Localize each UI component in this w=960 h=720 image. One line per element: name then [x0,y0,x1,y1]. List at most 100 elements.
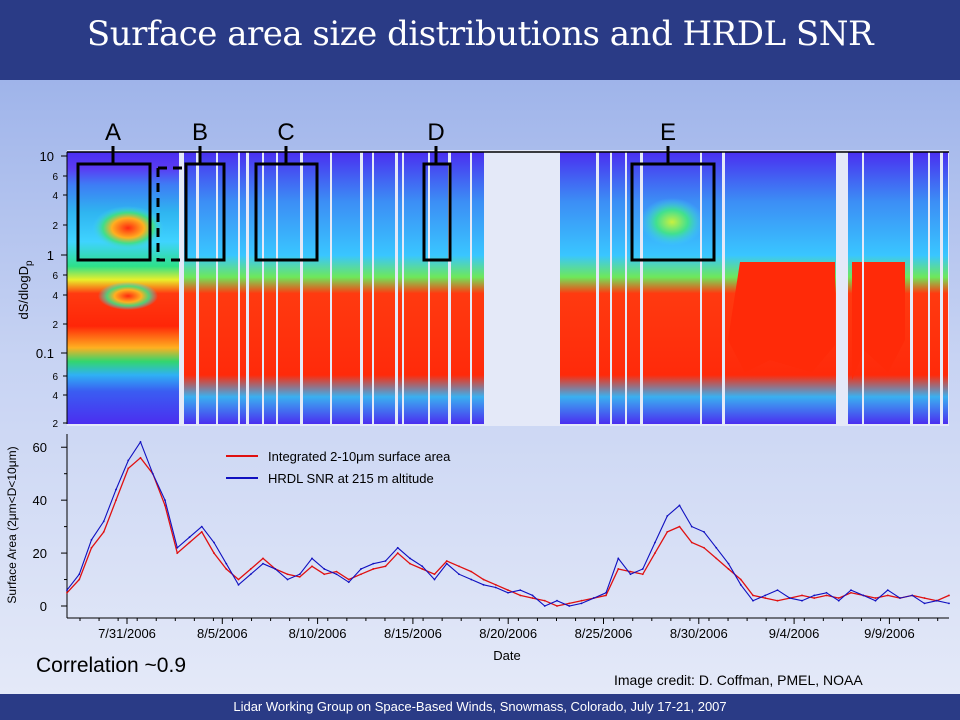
series-point [470,570,473,573]
episode-boxes: A B C D E [76,119,716,262]
series-point [543,599,546,602]
series-point [347,581,350,584]
series-point [837,599,840,602]
series-point [262,562,264,565]
heatmap-gap [862,152,864,424]
series-point [886,594,889,597]
line-xtick-label: 8/20/2006 [479,626,537,641]
series-point [421,565,424,568]
series-points [66,441,950,607]
series-point [911,594,914,597]
series-point [776,599,779,602]
series-point [617,568,620,570]
heatmap-hotspot [640,198,704,246]
series-point [801,594,803,597]
series-point [580,599,583,602]
heatmap-gap [700,152,702,424]
heatmap-minor-label: 6 [52,372,58,383]
heatmap-gap [940,152,943,424]
series-point [801,599,803,602]
series-point [176,546,179,549]
series-point [360,568,362,570]
series-point [874,597,877,599]
series-point [115,499,117,502]
heatmap-gap [625,152,627,424]
series-line-surface-area [66,456,950,607]
legend-label-blue: HRDL SNR at 215 m altitude [268,471,434,486]
series-point [850,589,852,592]
header-bar: Surface area size distributions and HRDL… [0,0,960,80]
series-point [690,525,693,528]
series-point [837,597,840,599]
series-line-hrdl-snr [66,440,950,607]
series-point [605,591,607,594]
line-ytick-label: 60 [33,440,47,455]
heatmap-gap [238,152,240,424]
footer-bar: Lidar Working Group on Space-Based Winds… [0,694,960,720]
series-point [482,583,485,586]
heatmap-gap [722,152,725,424]
legend-label-red: Integrated 2-10μm surface area [268,449,451,464]
series-point [102,520,105,523]
series-point [384,560,387,562]
series-point [715,557,718,560]
series-point [605,594,607,597]
heatmap-gap [360,152,363,424]
heatmap-gap [484,152,560,424]
series-point [139,441,142,443]
line-ytick-label: 40 [33,493,47,508]
series-point [237,578,240,581]
series-point [507,591,509,594]
series-point [298,573,301,576]
series-point [556,605,558,607]
series-point [690,541,693,544]
series-point [850,591,852,594]
series-point [678,525,681,528]
line-xtick-label: 8/5/2006 [197,626,248,641]
series-point [102,531,105,533]
heatmap-minor-label: 2 [52,221,58,232]
series-point [825,594,828,597]
series-point [323,573,326,576]
heatmap-ytick-label: 1 [47,248,54,263]
line-ytick-label: 20 [33,546,47,561]
series-point [654,552,656,554]
correlation-note: Correlation ~0.9 [36,654,187,677]
series-point [298,575,301,578]
series-point [764,597,767,599]
series-point [580,602,583,605]
heatmap-plume [852,262,905,380]
series-point [886,589,889,592]
heatmap-gap [470,152,472,424]
series-point [641,573,644,576]
series-point [213,552,215,554]
series-point [923,597,926,599]
heatmap-gap [928,152,930,424]
series-point [923,602,926,605]
series-point [519,594,522,597]
line-xtick-label: 7/31/2006 [98,626,156,641]
series-point [788,597,791,599]
series-point [752,599,754,602]
series-point [739,583,742,586]
series-point [200,531,203,533]
series-point [274,568,277,570]
series-point [90,546,93,549]
heatmap-gap [276,152,278,424]
series-point [200,525,203,528]
series-point [372,562,375,565]
heatmap-gap [330,152,332,424]
heatmap-minor-label: 4 [52,391,58,402]
heatmap-gap [428,152,430,424]
series-point [164,504,166,507]
line-xtick-label: 8/25/2006 [575,626,633,641]
series-point [66,589,68,592]
episode-label: D [427,119,444,146]
series-point [90,538,93,541]
series-point [396,546,399,549]
episode-label: B [192,119,208,146]
series-point [862,594,865,597]
series-point [151,472,154,475]
series-point [445,562,448,565]
series-point [666,515,669,517]
